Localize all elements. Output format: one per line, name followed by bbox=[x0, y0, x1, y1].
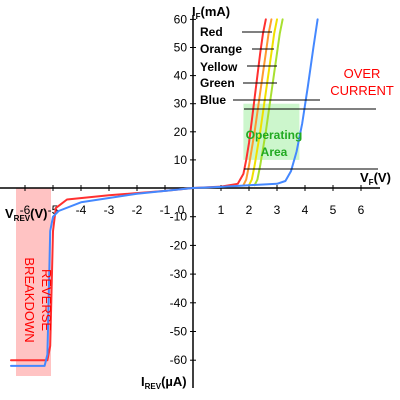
x-tick-label: 6 bbox=[358, 203, 365, 217]
y-tick-label: -60 bbox=[170, 353, 188, 367]
x-tick-label: 0 bbox=[178, 203, 185, 217]
iv-curves bbox=[10, 18, 319, 367]
curve-orange bbox=[242, 18, 273, 187]
y-axis-reverse-label: IREV(µA) bbox=[141, 374, 187, 391]
y-tick-label: 20 bbox=[174, 125, 188, 139]
y-tick-label: 50 bbox=[174, 41, 188, 55]
x-tick-label: 1 bbox=[218, 203, 225, 217]
x-tick-label: -4 bbox=[76, 203, 87, 217]
curve-red bbox=[10, 18, 267, 362]
y-tick-label: -10 bbox=[170, 210, 188, 224]
x-tick-label: -2 bbox=[132, 203, 143, 217]
x-tick-label: 3 bbox=[274, 203, 281, 217]
legend-leader-lines bbox=[233, 31, 378, 170]
x-tick-label: -5 bbox=[48, 203, 59, 217]
x-tick-label: -1 bbox=[160, 203, 171, 217]
y-tick-label: -40 bbox=[170, 296, 188, 310]
curve-yellow bbox=[248, 18, 278, 187]
y-tick-label: 60 bbox=[174, 12, 188, 26]
legend-label-yellow: Yellow bbox=[200, 60, 238, 74]
x-tick-label: 5 bbox=[330, 203, 337, 217]
y-tick-label: -20 bbox=[170, 238, 188, 252]
x-axis-reverse-label: VREV(V) bbox=[5, 206, 47, 223]
legend-label-red: Red bbox=[200, 25, 223, 39]
x-tick-label: -6 bbox=[20, 203, 31, 217]
legend-label-orange: Orange bbox=[200, 42, 242, 56]
x-tick-label: 2 bbox=[246, 203, 253, 217]
y-tick-label: 40 bbox=[174, 69, 188, 83]
y-tick-label: -30 bbox=[170, 267, 188, 281]
y-tick-label: -50 bbox=[170, 325, 188, 339]
operating-area-line2: Area bbox=[261, 145, 288, 159]
reverse-breakdown-region bbox=[16, 188, 51, 376]
over-current-line2: CURRENT bbox=[330, 83, 394, 98]
x-tick-label: -3 bbox=[104, 203, 115, 217]
y-tick-label: 30 bbox=[174, 97, 188, 111]
reverse-breakdown-line2: BREAKDOWN bbox=[22, 257, 37, 342]
reverse-breakdown-line1: REVERSE bbox=[39, 269, 54, 331]
operating-area-line1: Operating bbox=[246, 128, 303, 142]
axis-ticks: -6 -5 -4 -3 -2 -1 1 2 3 4 5 60605040302010-10-20-30… bbox=[20, 12, 365, 367]
curve-green bbox=[253, 18, 284, 187]
y-tick-label: 10 bbox=[174, 153, 188, 167]
x-tick-label: 4 bbox=[302, 203, 309, 217]
over-current-line1: OVER bbox=[344, 66, 381, 81]
curve-blue bbox=[10, 18, 319, 367]
x-axis-forward-label: VF(V) bbox=[360, 170, 391, 187]
legend-label-blue: Blue bbox=[200, 93, 226, 107]
legend-label-green: Green bbox=[200, 76, 235, 90]
y-axis-forward-label: IF(mA) bbox=[192, 4, 230, 21]
